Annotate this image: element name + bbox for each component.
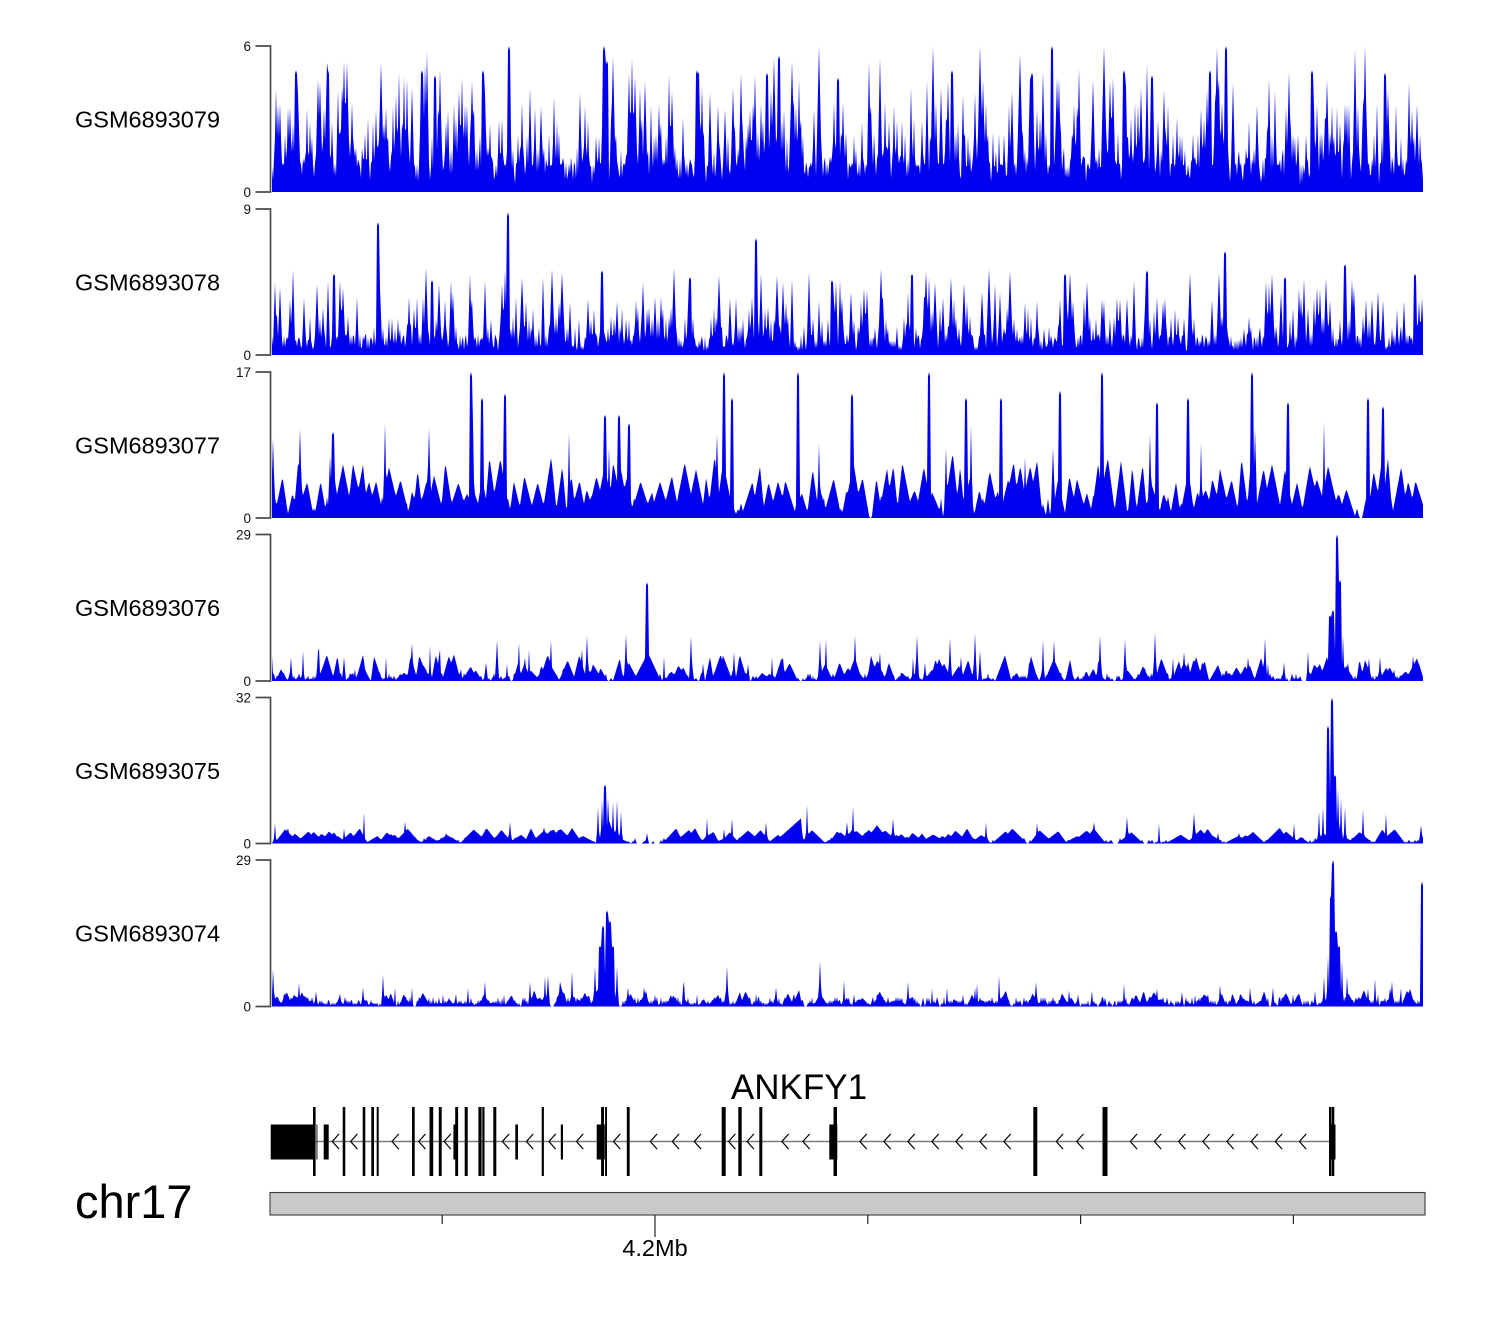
svg-text:0: 0	[243, 836, 251, 851]
svg-text:9: 9	[243, 202, 251, 217]
svg-text:GSM6893074: GSM6893074	[75, 921, 220, 947]
svg-text:chr17: chr17	[75, 1175, 193, 1228]
svg-text:GSM6893076: GSM6893076	[75, 595, 220, 621]
svg-text:29: 29	[236, 853, 251, 868]
svg-text:0: 0	[243, 674, 251, 689]
svg-text:17: 17	[236, 365, 251, 380]
svg-text:GSM6893075: GSM6893075	[75, 758, 220, 784]
svg-text:0: 0	[243, 348, 251, 363]
svg-text:0: 0	[243, 999, 251, 1014]
svg-text:GSM6893079: GSM6893079	[75, 106, 220, 132]
svg-text:29: 29	[236, 527, 251, 542]
svg-text:GSM6893078: GSM6893078	[75, 269, 220, 295]
svg-text:32: 32	[236, 690, 251, 705]
svg-text:4.2Mb: 4.2Mb	[622, 1235, 687, 1261]
svg-text:6: 6	[243, 39, 251, 54]
svg-text:GSM6893077: GSM6893077	[75, 432, 220, 458]
svg-text:ANKFY1: ANKFY1	[731, 1068, 867, 1107]
svg-text:0: 0	[243, 185, 251, 200]
svg-text:0: 0	[243, 511, 251, 526]
